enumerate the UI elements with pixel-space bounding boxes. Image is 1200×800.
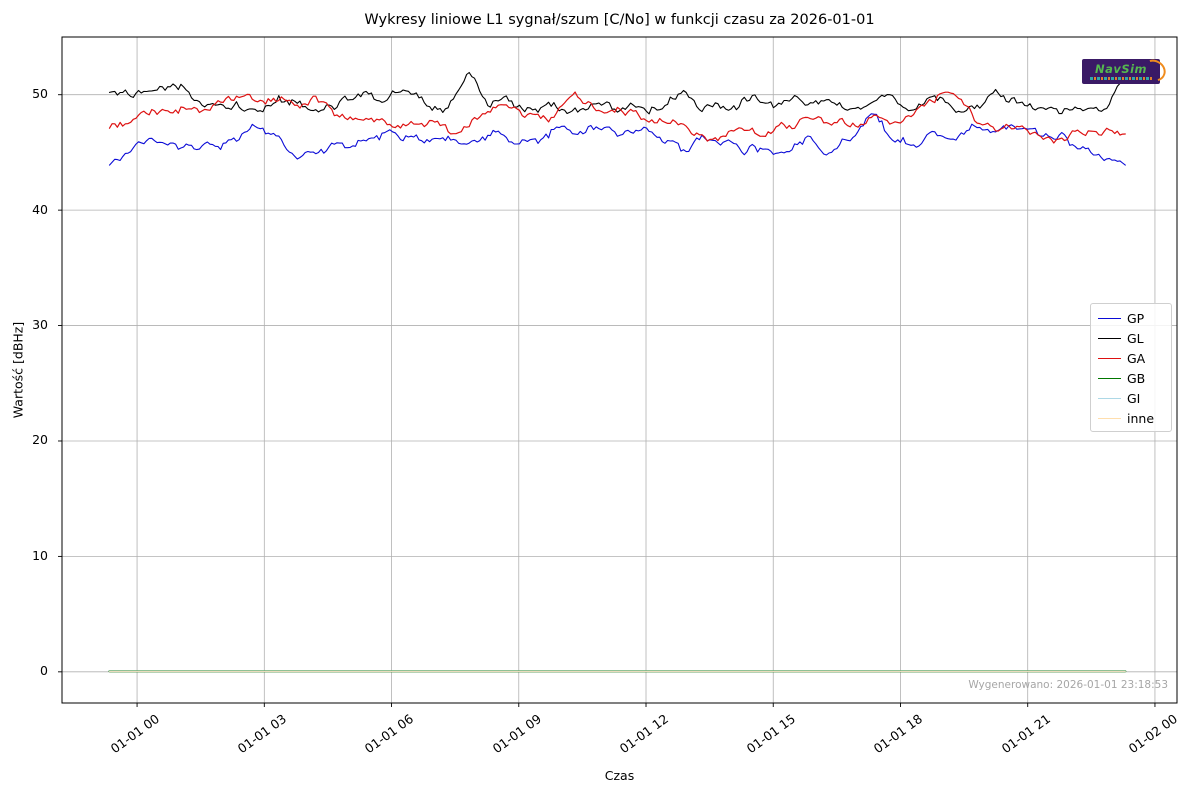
legend-label: GP [1127, 310, 1145, 326]
legend-label: GL [1127, 330, 1144, 346]
legend-swatch-icon [1098, 397, 1121, 399]
chart-title: Wykresy liniowe L1 sygnał/szum [C/No] w … [364, 12, 875, 28]
y-tick-label: 30 [32, 317, 48, 333]
legend: GP GL GA GB GI inne [1090, 303, 1172, 432]
legend-swatch-icon [1098, 357, 1121, 359]
series-line-ga [108, 91, 1126, 144]
legend-swatch-icon [1098, 317, 1121, 319]
y-tick-label: 40 [32, 201, 48, 217]
y-tick-label: 20 [32, 432, 48, 448]
legend-item-gp: GP [1098, 308, 1171, 328]
x-axis-label: Czas [604, 768, 635, 783]
y-tick-label: 0 [40, 663, 48, 679]
plot-border [61, 36, 1178, 704]
legend-item-gl: GL [1098, 328, 1171, 348]
legend-swatch-icon [1098, 377, 1121, 379]
watermark-subtext-strip [1090, 77, 1152, 80]
legend-item-inne: inne [1098, 408, 1171, 428]
legend-swatch-icon [1098, 337, 1121, 339]
legend-item-ga: GA [1098, 348, 1171, 368]
series-line-gl [108, 71, 1126, 115]
y-tick-label: 10 [32, 547, 48, 563]
watermark-logo: NavSim [1082, 55, 1170, 86]
y-axis-label: Wartość [dBHz] [10, 321, 26, 419]
legend-label: GA [1127, 350, 1146, 366]
legend-item-gb: GB [1098, 368, 1171, 388]
legend-label: GB [1127, 370, 1146, 386]
watermark-text: NavSim [1094, 62, 1148, 76]
legend-label: GI [1127, 390, 1141, 406]
y-tick-label: 50 [32, 86, 48, 102]
legend-item-gi: GI [1098, 388, 1171, 408]
series-line-gp [108, 113, 1126, 166]
legend-label: inne [1127, 410, 1155, 426]
generated-timestamp: Wygenerowano: 2026-01-01 23:18:53 [968, 679, 1168, 691]
legend-swatch-icon [1098, 417, 1121, 419]
